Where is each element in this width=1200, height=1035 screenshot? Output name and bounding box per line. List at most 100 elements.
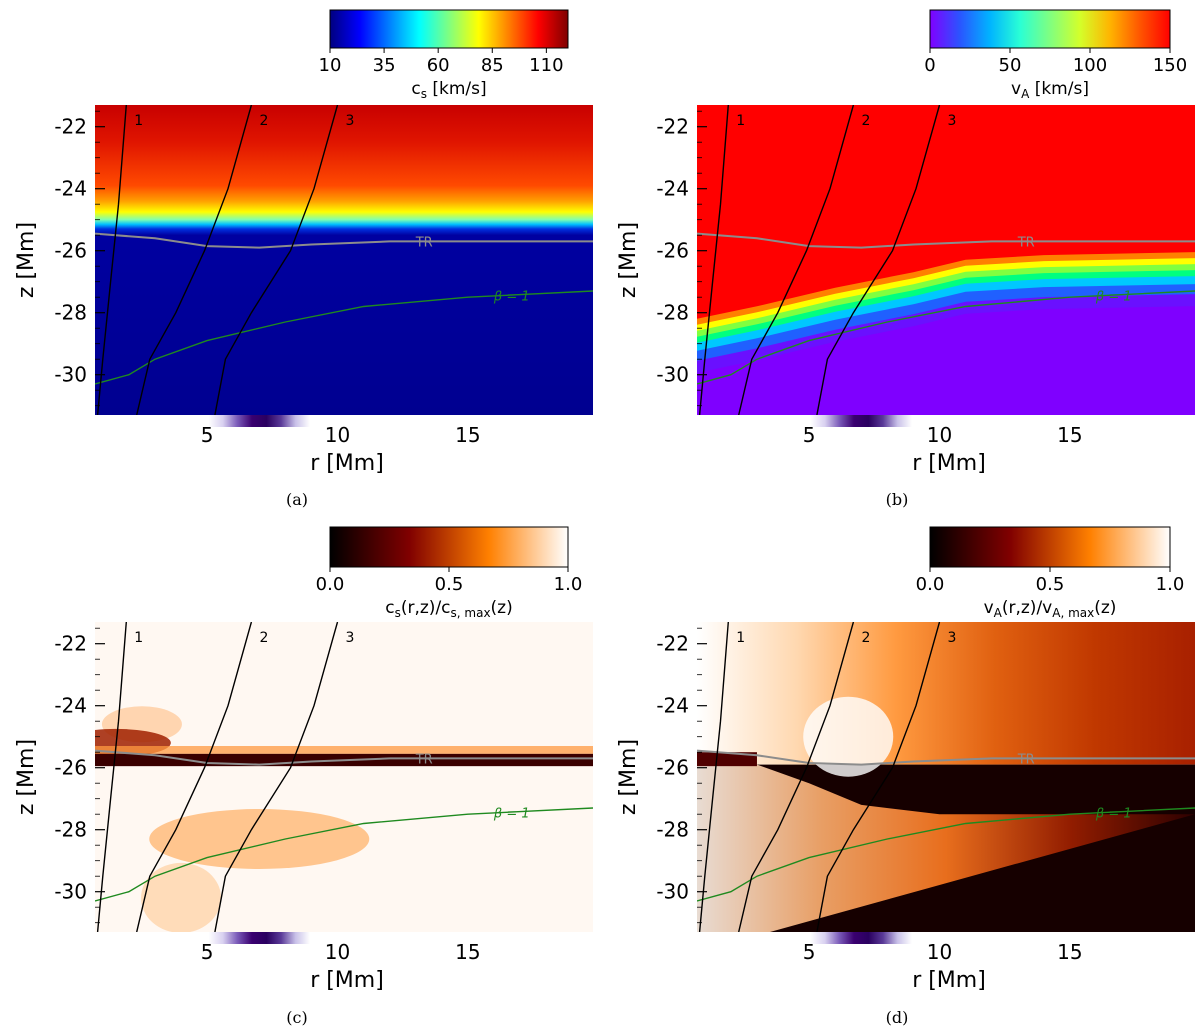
- colorbar-label: vA(r,z)/vA, max(z): [984, 598, 1117, 620]
- field-line-3: [214, 622, 339, 932]
- colorbar-label: cs(r,z)/cs, max(z): [385, 598, 513, 620]
- beta-label: β = 1: [493, 290, 530, 305]
- colorbar-tick-label: 10: [319, 55, 342, 76]
- tr-contour: [697, 749, 1195, 766]
- y-axis: -22 -24 -26 -28 -30 z [Mm]: [616, 627, 707, 924]
- y-tick-label: -26: [54, 756, 87, 780]
- colorbar-tick-label: 0.0: [316, 574, 345, 595]
- panel-caption: (c): [286, 1008, 307, 1027]
- overlay-lines: [95, 105, 593, 415]
- y-tick-label: -24: [656, 694, 689, 718]
- tr-contour: [95, 232, 593, 249]
- field-line-label: 3: [947, 630, 956, 646]
- x-tick-label: 10: [325, 423, 350, 447]
- panel-caption: (a): [286, 490, 308, 509]
- y-tick-label: -30: [54, 880, 87, 904]
- field-line-3: [816, 105, 941, 415]
- x-axis-label: r [Mm]: [912, 451, 986, 476]
- xaxis-strip: [194, 932, 325, 944]
- beta-1-contour: [697, 290, 1195, 385]
- tr-label: TR: [1017, 752, 1035, 767]
- tr-contour: [697, 232, 1195, 249]
- beta-1-contour: [95, 290, 593, 385]
- field-line-3: [214, 105, 339, 415]
- panel-d: 1 2 3 TR β = 1 -22 -24 -26 -28 -30 z [Mm] 5 10 15 r [M…: [616, 526, 1195, 1027]
- tr-label: TR: [415, 752, 433, 767]
- y-tick-label: -28: [656, 818, 689, 842]
- colorbar-tick-label: 85: [481, 55, 504, 76]
- colorbar-tick-label: 0.5: [435, 574, 464, 595]
- x-axis-label: r [Mm]: [310, 968, 384, 993]
- x-tick-label: 10: [927, 940, 952, 964]
- tr-label: TR: [415, 235, 433, 250]
- colorbar-b: 0 50 100 150 vA [km/s]: [924, 9, 1187, 101]
- heatmap-feature: [697, 764, 1195, 932]
- field-line-label: 2: [259, 113, 268, 129]
- y-tick-label: -26: [656, 756, 689, 780]
- heatmap-a: [95, 105, 593, 415]
- x-tick-label: 5: [201, 940, 214, 964]
- colorbar-tick-label: 110: [529, 55, 563, 76]
- colorbar-gradient: [329, 526, 569, 568]
- y-axis-label: z [Mm]: [14, 739, 39, 815]
- x-axis-label: r [Mm]: [912, 968, 986, 993]
- x-tick-label: 10: [927, 423, 952, 447]
- y-tick-label: -28: [54, 818, 87, 842]
- heatmap-feature: [141, 862, 222, 932]
- x-tick-label: 15: [1057, 940, 1082, 964]
- beta-label: β = 1: [1095, 807, 1132, 822]
- colorbar-c: 0.0 0.5 1.0 cs(r,z)/cs, max(z): [316, 526, 582, 620]
- colorbar-gradient: [329, 9, 569, 49]
- y-tick-label: -24: [656, 177, 689, 201]
- colorbar-gradient: [929, 526, 1171, 568]
- x-tick-label: 5: [803, 423, 816, 447]
- field-line-label: 1: [736, 113, 745, 129]
- heatmap-b: [697, 105, 1195, 415]
- field-line-label: 2: [861, 630, 870, 646]
- y-axis: -22 -24 -26 -28 -30 z [Mm]: [14, 627, 105, 924]
- y-tick-label: -22: [54, 632, 87, 656]
- y-tick-label: -24: [54, 694, 87, 718]
- overlay-lines: [95, 622, 593, 932]
- field-line-label: 1: [134, 630, 143, 646]
- tr-label: TR: [1017, 235, 1035, 250]
- field-line-label: 3: [947, 113, 956, 129]
- field-line-label: 2: [861, 113, 870, 129]
- field-line-label: 1: [134, 113, 143, 129]
- x-axis: 5 10 15 r [Mm]: [803, 940, 1083, 993]
- y-axis: -22 -24 -26 -28 -30 z [Mm]: [14, 110, 105, 407]
- colorbar-label: vA [km/s]: [1011, 79, 1089, 101]
- field-line-label: 3: [345, 113, 354, 129]
- colorbar-tick-label: 35: [373, 55, 396, 76]
- colorbar-tick-label: 100: [1073, 55, 1107, 76]
- colorbar-tick-label: 0: [924, 55, 935, 76]
- field-line-label: 1: [736, 630, 745, 646]
- xaxis-strip: [796, 932, 927, 944]
- tr-contour: [95, 749, 593, 766]
- colorbar-tick-label: 0.5: [1036, 574, 1065, 595]
- field-line-2: [136, 622, 253, 932]
- y-tick-label: -26: [656, 239, 689, 263]
- heatmap-feature: [95, 746, 593, 754]
- field-line-2: [738, 622, 855, 932]
- overlay-lines: [697, 105, 1195, 415]
- y-tick-label: -28: [656, 301, 689, 325]
- colorbar-tick-label: 50: [999, 55, 1022, 76]
- x-tick-label: 15: [455, 940, 480, 964]
- field-line-2: [738, 105, 855, 415]
- y-tick-label: -22: [656, 115, 689, 139]
- field-line-label: 3: [345, 630, 354, 646]
- colorbar-tick-label: 0.0: [916, 574, 945, 595]
- x-axis-label: r [Mm]: [310, 451, 384, 476]
- panel-a: 1 2 3 TR β = 1 -22 -24 -26 -28 -30 z [Mm] 5 10 15 r [M…: [14, 9, 593, 509]
- x-axis: 5 10 15 r [Mm]: [803, 423, 1083, 476]
- panel-caption: (b): [886, 490, 909, 509]
- beta-1-contour: [697, 807, 1195, 902]
- y-axis: -22 -24 -26 -28 -30 z [Mm]: [616, 110, 707, 407]
- x-tick-label: 5: [201, 423, 214, 447]
- field-line-1: [698, 105, 729, 415]
- panel-b: 1 2 3 TR β = 1 -22 -24 -26 -28 -30 z [Mm] 5 10 15 r [M…: [616, 9, 1195, 509]
- field-line-1: [96, 622, 127, 932]
- heatmap-feature: [149, 809, 370, 869]
